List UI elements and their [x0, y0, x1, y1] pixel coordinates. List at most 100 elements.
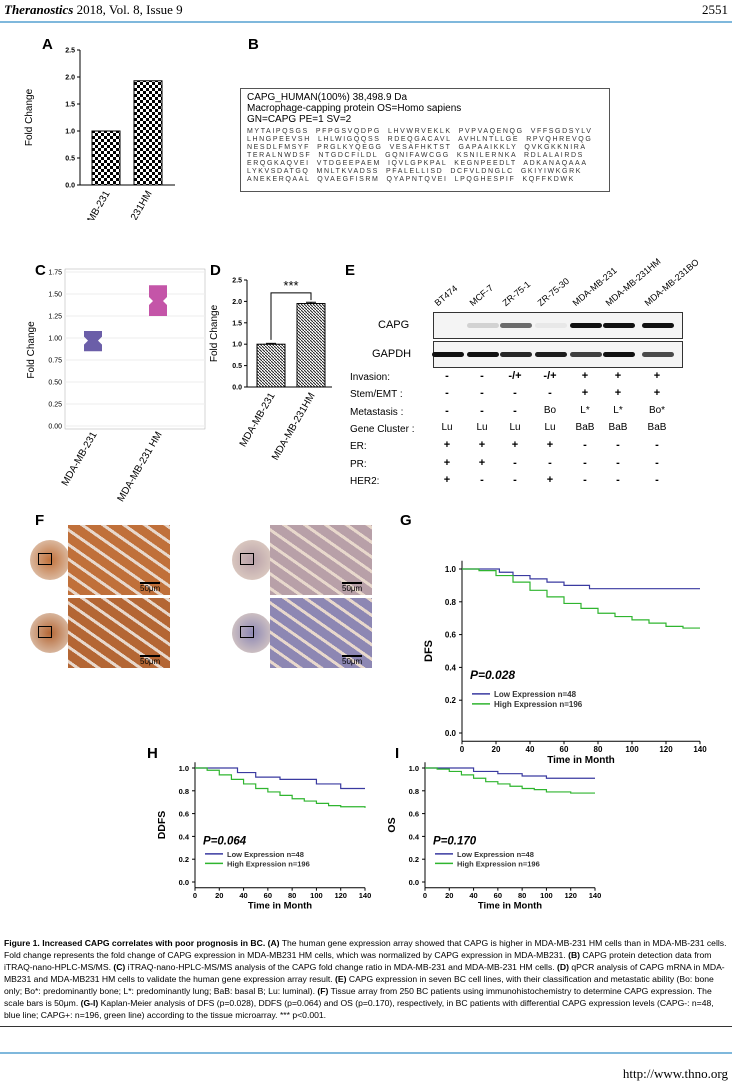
running-header: Theranostics 2018, Vol. 8, Issue 9 [4, 2, 183, 18]
km-plot-ddfs: 0.0 0.2 0.4 0.6 0.8 1.0 0 20 40 60 80 100 120 140 Time… [156, 762, 371, 912]
protein-band [432, 352, 464, 357]
box [84, 330, 102, 352]
y-tick-label: 0.0 [179, 878, 189, 887]
significance-label: *** [283, 278, 298, 293]
x-axis-label: Time in Month [478, 901, 542, 912]
sequence-row: ANEKERQAAL QVAEGFISRM QYAPNTQVEI LPQGHES… [247, 176, 575, 183]
row-value: - [513, 387, 517, 400]
caption-text: The human gene expression array showed t… [4, 938, 727, 960]
survival-curve [462, 568, 700, 629]
protein-band [642, 323, 674, 328]
y-tick-label: 1.0 [445, 565, 457, 574]
row-value: BaB [575, 421, 595, 433]
y-tick-label: 1.0 [232, 342, 242, 349]
caption-panel-tag: (A) [265, 938, 280, 948]
zoom-box [240, 626, 254, 638]
row-value: + [443, 439, 451, 452]
row-value: BaB [608, 421, 628, 433]
protein-band [467, 323, 499, 328]
row-value: L* [613, 404, 623, 416]
y-tick-label: 0.4 [179, 832, 190, 841]
y-tick-label: 1.5 [232, 320, 242, 327]
x-tick-label: 120 [564, 891, 577, 900]
tissue-core-thumbnail [232, 613, 272, 653]
zoom-box [240, 553, 254, 565]
x-tick-label: 20 [445, 891, 453, 900]
sequence-row: MYTAIPQSGS PFPGSVQDPG LHVWRVEKLK PVPVAQE… [247, 128, 593, 135]
panel-label-b: B [248, 36, 259, 53]
y-tick-label: 0.00 [48, 424, 62, 431]
y-tick-label: 0.0 [409, 878, 419, 887]
y-tick-label: 0.0 [445, 729, 457, 738]
caption-text: CAPG protein detection data from iTRAQ-n… [4, 950, 712, 972]
caption-text: CAPG expression in seven BC cell lines, … [4, 974, 714, 996]
row-label: Stem/EMT : [350, 389, 403, 401]
journal-url[interactable]: http://www.thno.org [622, 1066, 728, 1081]
protein-band [603, 323, 635, 328]
row-value: + [653, 387, 661, 400]
significance-bracket [270, 292, 312, 340]
protein-band [535, 323, 567, 328]
figure-caption: Figure 1. Increased CAPG correlates with… [4, 937, 728, 1021]
row-label: Metastasis : [350, 406, 404, 418]
caption-panel-tag: (F) [317, 986, 329, 996]
row-value: - [655, 473, 659, 486]
protein-title: CAPG_HUMAN(100%) 38,498.9 Da [247, 92, 408, 103]
km-plot-os: 0.0 0.2 0.4 0.6 0.8 1.0 0 20 40 60 80 100 120 140 Time… [386, 762, 602, 912]
journal-name: Theranostics [4, 2, 74, 17]
tissue-core-thumbnail [232, 540, 272, 580]
tissue-core-thumbnail [30, 540, 70, 580]
y-tick-label: 0.50 [48, 380, 62, 387]
x-tick-label: 80 [518, 891, 526, 900]
p-value: P=0.170 [433, 835, 477, 847]
row-value: - [513, 404, 517, 417]
box [149, 285, 167, 316]
y-tick-label: 0.6 [445, 631, 457, 640]
row-value: - [655, 439, 659, 452]
sequence-row: ERQGKAQVEI VTDGEEPAEM IQVLGPKPAL KEGNPEE… [247, 160, 588, 167]
tissue-core-thumbnail [30, 613, 70, 653]
row-value: + [511, 439, 519, 452]
protein-band [467, 352, 499, 357]
y-tick-label: 2.5 [65, 48, 75, 55]
x-tick-label: 100 [310, 891, 323, 900]
chart-a: 0.0 0.5 1.0 1.5 2.0 2.5 Fold Change MDA-MB-231M… [24, 48, 175, 220]
x-tick-label: 120 [334, 891, 347, 900]
row-label: HER2: [350, 475, 380, 487]
row-value: - [480, 404, 484, 417]
x-axis-label: Time in Month [547, 755, 615, 766]
row-value: Bo [543, 404, 557, 416]
y-tick-label: 1.0 [409, 764, 419, 773]
y-tick-label: 0.4 [445, 663, 457, 672]
y-tick-label: 0.25 [48, 402, 62, 409]
row-label: Gene Cluster : [350, 423, 415, 435]
y-tick-label: 0.5 [65, 156, 75, 163]
y-tick-label: 1.75 [48, 270, 62, 277]
x-tick-label: 40 [469, 891, 477, 900]
row-value: + [614, 370, 622, 382]
row-value: - [513, 473, 517, 486]
legend-label: High Expression n=196 [227, 859, 310, 868]
y-tick-label: 1.0 [179, 764, 189, 773]
x-tick-label: 0 [193, 891, 197, 900]
caption-text: qPCR analysis of CAPG mRNA in MDA-MB231 … [4, 962, 725, 984]
blot-label: CAPG [378, 319, 410, 331]
x-tick-label: 140 [589, 891, 602, 900]
row-value: Lu [544, 421, 556, 433]
y-axis-label: DFS [423, 640, 435, 662]
caption-panel-tag: (B) [568, 950, 581, 960]
bar [256, 343, 286, 388]
x-tick-label: 20 [492, 745, 501, 754]
row-value: - [445, 387, 449, 400]
x-axis-label: Time in Month [248, 901, 312, 912]
row-value: + [443, 456, 451, 469]
caption-panel-tag: (G-I) [80, 998, 99, 1008]
row-value: - [583, 473, 587, 486]
row-value: - [583, 439, 587, 452]
bar [296, 303, 326, 388]
row-value: L* [580, 404, 590, 416]
row-value: - [513, 456, 517, 469]
y-tick-label: 0.2 [179, 855, 189, 864]
y-tick-label: 1.25 [48, 314, 62, 321]
caption-text: Kaplan-Meier analysis of DFS (p=0.028), … [4, 998, 714, 1020]
